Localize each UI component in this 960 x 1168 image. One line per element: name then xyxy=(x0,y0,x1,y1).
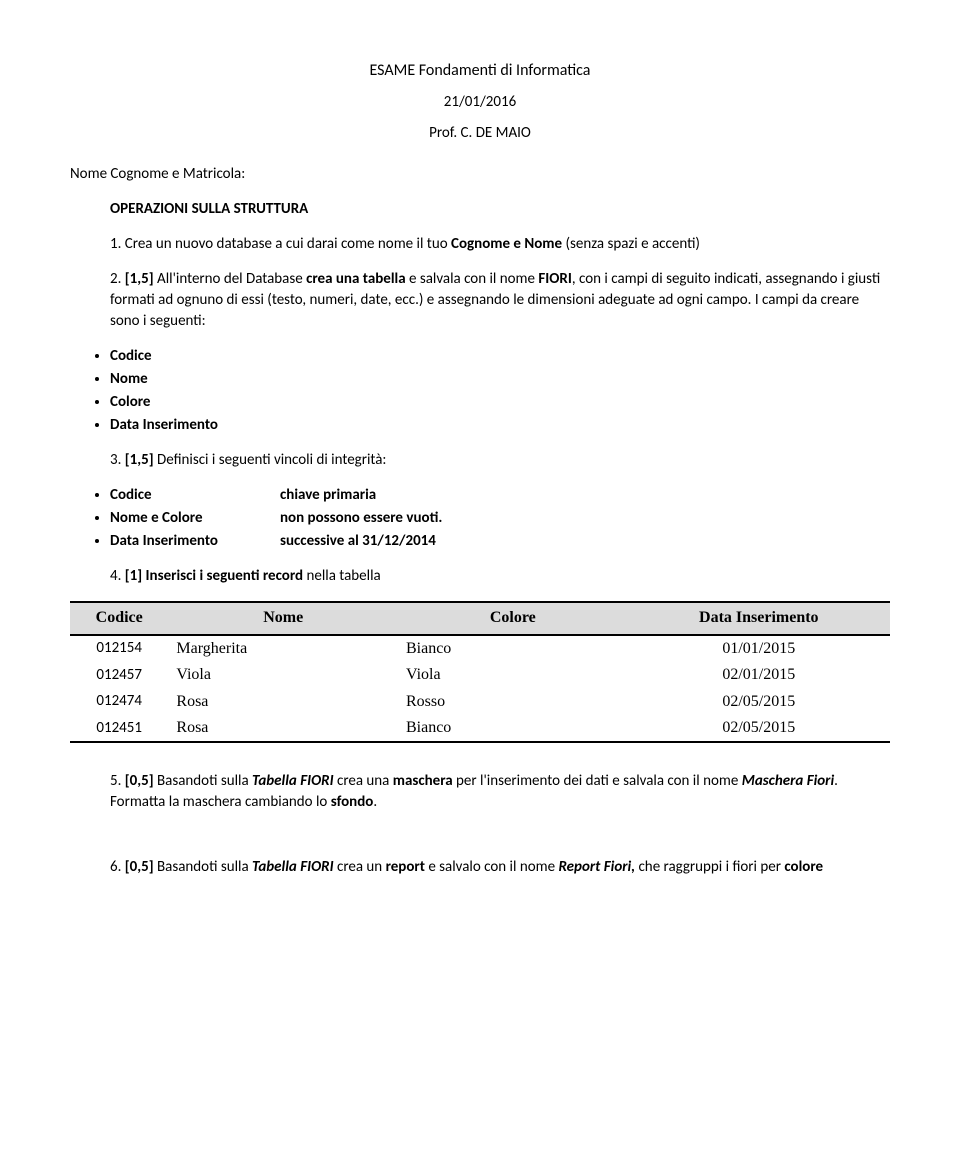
q5-points: [0,5] xyxy=(125,772,157,790)
q6-text-c: e salvalo con il nome xyxy=(425,858,559,876)
operations-heading: OPERAZIONI SULLA STRUTTURA xyxy=(110,199,890,220)
q3-def-label: Codice xyxy=(110,485,280,506)
table-row: 012474RosaRosso02/05/2015 xyxy=(70,689,890,715)
q3-def-item: Codicechiave primaria xyxy=(110,485,890,506)
q6-bold-a: report xyxy=(386,858,425,876)
table-row: 012457ViolaViola02/01/2015 xyxy=(70,662,890,688)
q5-ib-b: Maschera Fiori xyxy=(742,772,834,790)
question-6: 6. [0,5] Basandoti sulla Tabella FIORI c… xyxy=(70,857,890,878)
q5-text-b: crea una xyxy=(334,772,393,790)
name-surname-line: Nome Cognome e Matricola: xyxy=(70,164,890,185)
q2-text-b: e salvala con il nome xyxy=(406,270,539,288)
q3-def-label: Nome e Colore xyxy=(110,508,280,529)
table-cell: Bianco xyxy=(398,715,628,742)
table-cell: Bianco xyxy=(398,635,628,662)
q2-field-item: Nome xyxy=(110,369,890,390)
q1-text-b: (senza spazi e accenti) xyxy=(565,235,700,253)
table-header-cell: Codice xyxy=(70,602,168,634)
question-4: 4. [1] Inserisci i seguenti record nella… xyxy=(70,566,890,587)
q6-ib-b: Report Fiori, xyxy=(558,858,635,876)
exam-professor: Prof. C. DE MAIO xyxy=(70,123,890,144)
q2-field-item: Data Inserimento xyxy=(110,415,890,436)
q6-text-a: Basandoti sulla xyxy=(157,858,252,876)
q6-text-b: crea un xyxy=(334,858,386,876)
question-5: 5. [0,5] Basandoti sulla Tabella FIORI c… xyxy=(70,771,890,813)
table-cell: Rosso xyxy=(398,689,628,715)
table-cell: 02/01/2015 xyxy=(628,662,890,688)
q3-number: 3. xyxy=(110,451,121,469)
table-header-cell: Colore xyxy=(398,602,628,634)
table-cell: Rosa xyxy=(168,689,398,715)
question-3: 3. [1,5] Definisci i seguenti vincoli di… xyxy=(70,450,890,471)
q4-number: 4. xyxy=(110,567,121,585)
q4-text-a: nella tabella xyxy=(306,567,380,585)
q2-text-a: All'interno del Database xyxy=(157,270,306,288)
table-cell: Margherita xyxy=(168,635,398,662)
q3-def-item: Data Inserimentosuccessive al 31/12/2014 xyxy=(110,531,890,552)
table-cell: 012451 xyxy=(70,715,168,742)
table-header-cell: Nome xyxy=(168,602,398,634)
q2-field-item: Colore xyxy=(110,392,890,413)
q2-bold-a: crea una tabella xyxy=(306,270,406,288)
q5-bold-b: sfondo xyxy=(331,793,374,811)
q6-number: 6. xyxy=(110,858,121,876)
q2-fields-list: CodiceNomeColoreData Inserimento xyxy=(70,346,890,436)
q2-field-item: Codice xyxy=(110,346,890,367)
q1-text-a: Crea un nuovo database a cui darai come … xyxy=(125,235,451,253)
question-1: 1. Crea un nuovo database a cui darai co… xyxy=(70,234,890,255)
q5-bold-a: maschera xyxy=(393,772,453,790)
table-cell: 012154 xyxy=(70,635,168,662)
table-cell: 012474 xyxy=(70,689,168,715)
q5-text-c: per l'inserimento dei dati e salvala con… xyxy=(453,772,742,790)
q5-text-e: . xyxy=(373,793,377,811)
table-cell: Viola xyxy=(398,662,628,688)
q5-number: 5. xyxy=(110,772,121,790)
exam-title: ESAME Fondamenti di Informatica xyxy=(70,60,890,82)
table-cell: Rosa xyxy=(168,715,398,742)
table-cell: 01/01/2015 xyxy=(628,635,890,662)
table-row: 012451RosaBianco02/05/2015 xyxy=(70,715,890,742)
table-cell: 02/05/2015 xyxy=(628,715,890,742)
table-cell: 012457 xyxy=(70,662,168,688)
table-cell: 02/05/2015 xyxy=(628,689,890,715)
q6-text-d: che raggruppi i fiori per xyxy=(635,858,784,876)
q3-def-value: chiave primaria xyxy=(280,486,376,504)
q3-definitions-list: Codicechiave primariaNome e Colorenon po… xyxy=(70,485,890,552)
question-2: 2. [1,5] All'interno del Database crea u… xyxy=(70,269,890,332)
q3-def-item: Nome e Colorenon possono essere vuoti. xyxy=(110,508,890,529)
exam-date: 21/01/2016 xyxy=(70,92,890,113)
q4-data-table: CodiceNomeColoreData Inserimento 012154M… xyxy=(70,601,890,743)
q3-points: [1,5] xyxy=(125,451,157,469)
q3-def-value: non possono essere vuoti. xyxy=(280,509,442,527)
q3-text-a: Definisci i seguenti vincoli di integrit… xyxy=(157,451,386,469)
q3-def-value: successive al 31/12/2014 xyxy=(280,532,436,550)
q2-points: [1,5] xyxy=(125,270,157,288)
q4-bold-a: Inserisci i seguenti record xyxy=(146,567,307,585)
q3-def-label: Data Inserimento xyxy=(110,531,280,552)
q6-ib-a: Tabella FIORI xyxy=(252,858,334,876)
q5-ib-a: Tabella FIORI xyxy=(252,772,334,790)
q2-bold-b: FIORI xyxy=(538,270,571,288)
table-cell: Viola xyxy=(168,662,398,688)
q4-points: [1] xyxy=(125,567,146,585)
table-row: 012154MargheritaBianco01/01/2015 xyxy=(70,635,890,662)
q1-number: 1. xyxy=(110,235,121,253)
q2-number: 2. xyxy=(110,270,121,288)
q6-bold-b: colore xyxy=(784,858,823,876)
table-header-cell: Data Inserimento xyxy=(628,602,890,634)
q5-text-a: Basandoti sulla xyxy=(157,772,252,790)
q1-bold-a: Cognome e Nome xyxy=(451,235,565,253)
q6-points: [0,5] xyxy=(125,858,157,876)
